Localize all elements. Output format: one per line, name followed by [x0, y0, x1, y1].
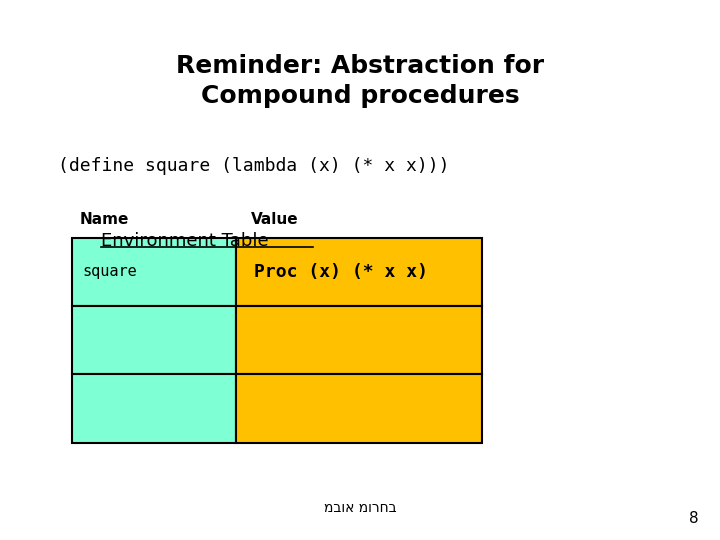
Bar	[72, 306, 236, 374]
Bar	[236, 306, 482, 374]
Text: מבוא מורחב: מבוא מורחב	[324, 501, 396, 515]
Text: square: square	[83, 264, 138, 279]
Bar	[236, 374, 482, 443]
Text: Name: Name	[79, 212, 129, 227]
Text: Value: Value	[251, 212, 298, 227]
Text: 8: 8	[689, 511, 698, 526]
Text: Proc (x) (* x x): Proc (x) (* x x)	[254, 263, 428, 281]
Text: Reminder: Abstraction for
Compound procedures: Reminder: Abstraction for Compound proce…	[176, 54, 544, 107]
Bar	[72, 374, 236, 443]
Text: Environment Table: Environment Table	[101, 232, 269, 250]
Bar	[236, 238, 482, 306]
Bar	[72, 238, 236, 306]
Text: (define square (lambda (x) (* x x))): (define square (lambda (x) (* x x)))	[58, 157, 449, 174]
